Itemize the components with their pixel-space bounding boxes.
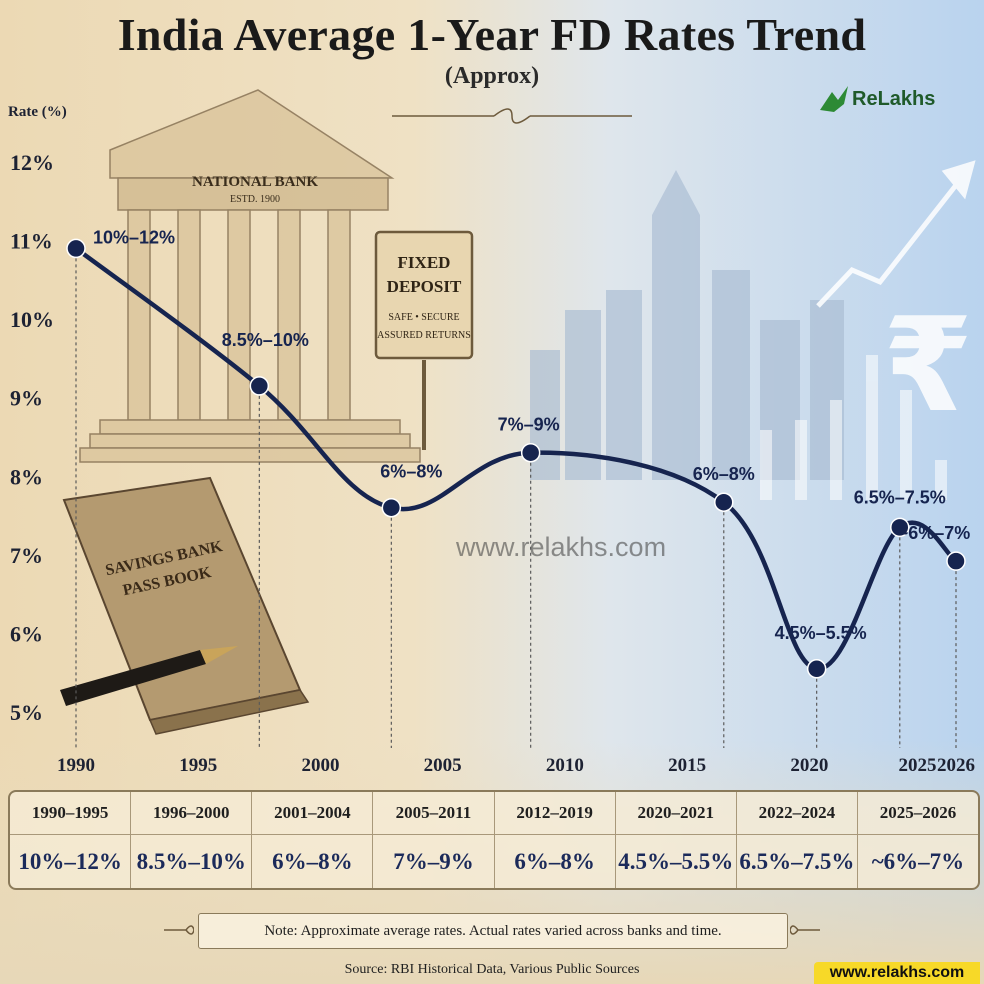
x-tick-label: 2000 — [301, 755, 339, 776]
data-label: 6%–8% — [693, 464, 755, 484]
table-rate: ~6%–7% — [871, 848, 965, 874]
chart-title: India Average 1-Year FD Rates Trend — [117, 9, 867, 60]
table-period: 2012–2019 — [494, 792, 615, 835]
title-ornament — [392, 108, 632, 124]
fountain-pen-illustration — [60, 646, 238, 706]
table-period: 2005–2011 — [373, 792, 494, 835]
data-point — [714, 492, 734, 512]
table-column: 1990–1995 10%–12% — [10, 792, 132, 888]
x-tick-label: 2015 — [668, 755, 706, 776]
x-tick-label: 2020 — [790, 755, 828, 776]
x-tick-label: 2025 — [899, 755, 937, 776]
table-column: 2020–2021 4.5%–5.5% — [615, 792, 737, 888]
table-column: 1996–2000 8.5%–10% — [131, 792, 253, 888]
data-label: 6.5%–7.5% — [854, 487, 946, 507]
x-tick-label: 1990 — [57, 755, 95, 776]
footnote: Note: Approximate average rates. Actual … — [198, 913, 788, 949]
data-point — [66, 238, 86, 259]
x-tick-label: 2005 — [424, 755, 462, 776]
data-point — [381, 497, 402, 518]
data-label: 7%–9% — [498, 415, 560, 435]
rates-summary-table: 1990–1995 10%–12% 1996–2000 8.5%–10% 200… — [8, 790, 980, 890]
table-column: 2005–2011 7%–9% — [373, 792, 495, 888]
y-tick-label: 9% — [10, 386, 43, 411]
y-tick-label: 10% — [10, 307, 54, 332]
table-rate: 4.5%–5.5% — [618, 848, 734, 874]
svg-text:DEPOSIT: DEPOSIT — [387, 277, 462, 296]
table-period: 2001–2004 — [252, 792, 373, 835]
x-tick-label: 2026 — [937, 755, 975, 776]
data-label: ~6%–7% — [898, 523, 971, 543]
table-period: 2022–2024 — [736, 792, 857, 835]
brand-name: ReLakhs — [852, 88, 936, 110]
rupee-icon: ₹ — [883, 289, 973, 441]
data-label: 6%–8% — [380, 462, 442, 482]
decorative-bars — [760, 355, 947, 500]
y-tick-label: 12% — [10, 150, 54, 175]
y-tick-label: 6% — [10, 621, 43, 646]
svg-text:ASSURED RETURNS: ASSURED RETURNS — [377, 330, 471, 341]
data-point — [520, 442, 541, 463]
data-point — [946, 551, 966, 571]
table-rate: 8.5%–10% — [136, 848, 246, 874]
table-column: 2012–2019 6%–8% — [494, 792, 616, 888]
relakhs-logo-icon — [820, 86, 848, 112]
table-rate: 6.5%–7.5% — [739, 848, 855, 874]
chart-subtitle: (Approx) — [444, 63, 540, 89]
table-period: 1996–2000 — [131, 792, 252, 835]
x-tick-label: 2010 — [546, 755, 584, 776]
series-line — [73, 246, 959, 672]
trend-arrow-icon — [816, 160, 976, 308]
y-tick-label: 8% — [10, 464, 43, 489]
note-ornament-right-icon — [790, 925, 820, 935]
data-label: 4.5%–5.5% — [775, 623, 867, 643]
data-point — [890, 517, 910, 538]
y-tick-label: 5% — [10, 700, 43, 725]
table-column: 2001–2004 6%–8% — [252, 792, 374, 888]
y-tick-label: 7% — [10, 543, 43, 568]
y-tick-label: 11% — [10, 229, 53, 254]
fixed-deposit-sign: FIXED DEPOSIT SAFE • SECURE ASSURED RETU… — [374, 230, 474, 450]
x-tick-label: 1995 — [179, 755, 217, 776]
svg-text:FIXED: FIXED — [398, 253, 451, 272]
website-badge: www.relakhs.com — [814, 962, 980, 984]
data-point — [806, 659, 827, 679]
bank-building-illustration — [79, 89, 421, 463]
watermark-text: www.relakhs.com — [456, 532, 667, 562]
table-period: 1990–1995 — [10, 792, 131, 835]
table-rate: 10%–12% — [18, 848, 122, 874]
y-axis-title: Rate (%) — [8, 104, 67, 120]
svg-text:SAFE • SECURE: SAFE • SECURE — [388, 312, 459, 323]
note-ornament-left-icon — [164, 925, 194, 935]
table-column: 2025–2026 ~6%–7% — [857, 792, 978, 888]
bank-sign-text: NATIONAL BANK — [192, 174, 318, 190]
table-column: 2022–2024 6.5%–7.5% — [736, 792, 858, 888]
data-label: 8.5%–10% — [222, 330, 309, 350]
source-text: Source: RBI Historical Data, Various Pub… — [344, 962, 640, 977]
data-point — [249, 376, 270, 396]
table-rate: 6%–8% — [272, 848, 353, 874]
passbook-illustration: SAVINGS BANK PASS BOOK — [62, 476, 310, 735]
table-rate: 6%–8% — [514, 848, 595, 874]
table-period: 2020–2021 — [615, 792, 736, 835]
bank-estd-text: ESTD. 1900 — [230, 194, 280, 205]
data-label: 10%–12% — [93, 227, 175, 247]
line-chart: 5% 6% 7% 8% 9% 10% 11% 12% 1990 1995 2000 2005 2010… — [10, 150, 975, 776]
table-period: 2025–2026 — [857, 792, 978, 835]
table-rate: 7%–9% — [393, 848, 474, 874]
